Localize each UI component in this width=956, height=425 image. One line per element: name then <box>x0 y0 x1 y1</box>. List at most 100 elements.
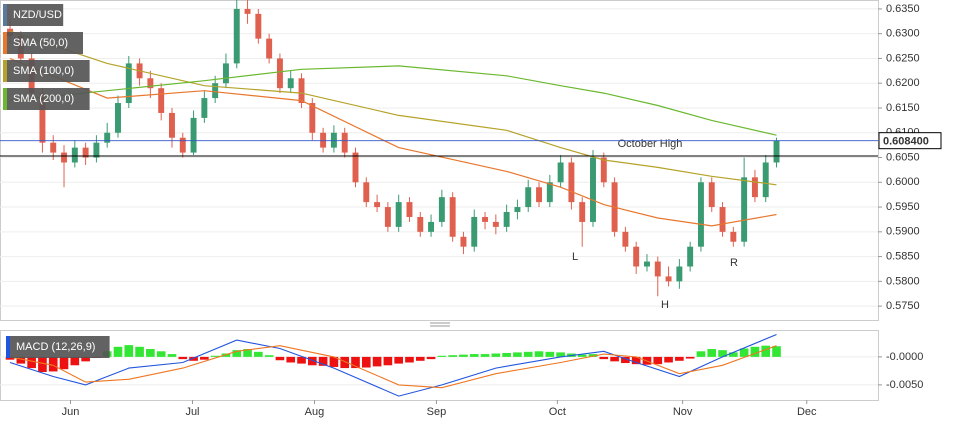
macd-bar <box>545 351 555 357</box>
macd-bar <box>16 356 26 364</box>
candle-body <box>374 202 381 208</box>
y-tick-label: 0.6050 <box>886 151 920 163</box>
legend-item[interactable]: SMA (100,0) <box>3 60 90 82</box>
candle-body <box>39 93 46 143</box>
macd-bar <box>70 356 80 366</box>
macd-bar <box>318 356 328 366</box>
legend-swatch <box>3 4 7 26</box>
macd-bar <box>718 350 727 357</box>
macd-bar <box>577 354 587 357</box>
candle-body <box>741 177 748 242</box>
macd-bar <box>38 356 47 372</box>
x-tick-label: Nov <box>673 406 693 418</box>
candle-body <box>687 246 694 267</box>
candle-body <box>158 88 165 113</box>
y-tick-label: 0.5850 <box>886 251 920 263</box>
macd-bar <box>329 356 339 367</box>
candle-body <box>471 216 478 247</box>
macd-bar <box>156 351 166 357</box>
legend-label: SMA (200,0) <box>13 93 74 105</box>
legend-box <box>3 88 90 110</box>
candle-body <box>644 261 650 267</box>
candle-body <box>525 187 532 208</box>
candle-body <box>147 78 154 89</box>
macd-bar <box>232 350 242 357</box>
macd-bar <box>167 354 177 357</box>
macd-bar <box>200 356 209 360</box>
panel-handle[interactable] <box>430 322 450 327</box>
macd-bar <box>556 352 565 357</box>
macd-bar <box>275 356 285 361</box>
macd-bar <box>307 356 317 366</box>
candle-body <box>503 212 510 227</box>
y-tick-label: -0.0050 <box>886 379 923 391</box>
x-tick-label: Jun <box>62 406 80 418</box>
candle-body <box>201 98 208 118</box>
sma-line <box>9 65 777 136</box>
candle-body <box>320 132 327 148</box>
candle-body <box>125 63 132 104</box>
macd-bar <box>415 356 425 361</box>
candle-body <box>93 142 100 158</box>
macd-bar <box>27 356 36 369</box>
candle-body <box>71 147 78 163</box>
macd-bar <box>534 351 544 357</box>
macd-bar <box>243 349 252 357</box>
candle-body <box>406 202 413 217</box>
candle-body <box>50 142 57 153</box>
candle-body <box>363 182 370 203</box>
candle-body <box>773 140 780 163</box>
macd-bar <box>81 356 90 362</box>
macd-bar <box>210 355 220 357</box>
candle-body <box>482 216 489 222</box>
macd-bar <box>750 346 760 357</box>
legend-swatch <box>6 336 10 358</box>
pattern-label: H <box>661 299 669 311</box>
macd-bar <box>59 356 69 370</box>
candle-body <box>449 197 456 237</box>
macd-bar <box>189 356 198 361</box>
y-tick-label: 0.6350 <box>886 3 920 15</box>
candle-body <box>460 236 467 247</box>
candle-body <box>82 147 89 158</box>
legend-label: SMA (100,0) <box>13 65 74 77</box>
candle-body <box>190 117 197 153</box>
macd-bar <box>340 356 350 369</box>
macd-bar <box>372 356 382 367</box>
macd-line <box>9 345 777 389</box>
macd-bar <box>178 356 188 360</box>
macd-bar <box>469 354 479 357</box>
candle-body <box>61 152 67 163</box>
legend-item[interactable]: MACD (12,26,9) <box>6 336 110 358</box>
legend-item[interactable]: NZD/USD <box>3 4 64 26</box>
y-tick-label: 0.5750 <box>886 300 920 312</box>
candle-body <box>104 132 111 143</box>
macd-bar <box>286 356 296 363</box>
y-tick-label: 0.6000 <box>886 176 920 188</box>
macd-bar <box>729 352 738 357</box>
legend-item[interactable]: SMA (50,0) <box>3 32 83 54</box>
macd-bar <box>675 356 684 361</box>
x-tick-label: Jul <box>185 406 199 418</box>
legend-item[interactable]: SMA (200,0) <box>3 88 90 110</box>
candle-body <box>417 216 424 232</box>
candle-body <box>557 162 564 183</box>
last-price-box <box>878 132 942 150</box>
candle-body <box>395 202 402 227</box>
y-tick-label: -0.0000 <box>886 351 923 363</box>
macd-bar <box>685 356 695 359</box>
macd-bar <box>48 356 58 372</box>
x-tick-label: Dec <box>797 406 817 418</box>
candle-body <box>352 152 359 183</box>
candle-body <box>514 207 521 213</box>
macd-bar <box>426 356 436 360</box>
candle-body <box>751 177 758 198</box>
last-price-label: 0.608400 <box>883 136 929 148</box>
sma-line <box>9 57 777 227</box>
macd-bar <box>631 356 641 365</box>
legend-box <box>3 4 64 26</box>
macd-bar <box>588 354 598 357</box>
candle-body <box>244 8 251 14</box>
legend-label: NZD/USD <box>13 9 62 21</box>
candle-body <box>568 162 575 203</box>
